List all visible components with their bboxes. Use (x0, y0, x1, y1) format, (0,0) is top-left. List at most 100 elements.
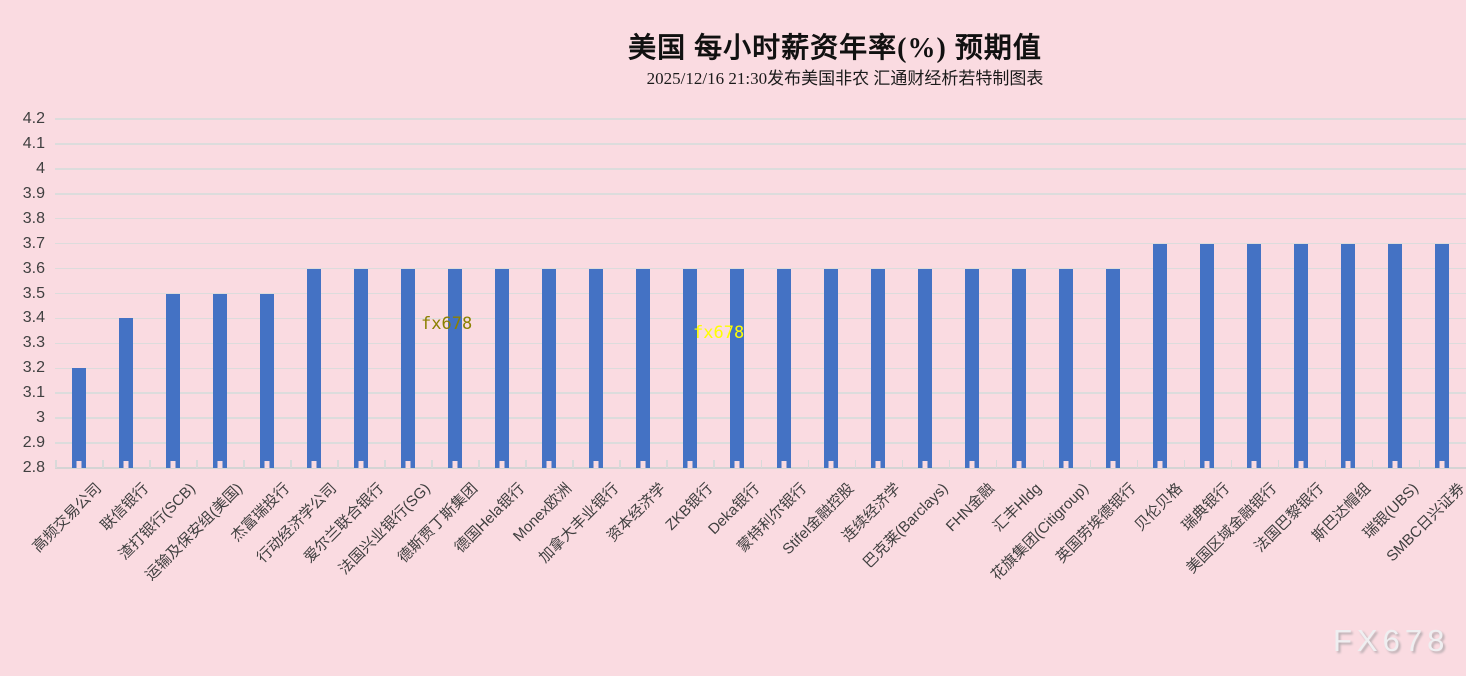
bar-资本经济学 (635, 268, 650, 468)
bar-德斯贾丁斯集团 (447, 268, 462, 468)
bar-英国劳埃德银行 (1106, 268, 1121, 468)
x-axis-tick (948, 460, 951, 468)
x-axis-tick (102, 460, 104, 468)
y-axis-tick-label: 3.3 (22, 334, 45, 352)
bar-法国兴业银行(SG) (400, 268, 415, 468)
gridline-y-2.8 (55, 467, 1466, 469)
gridline-y-3.6 (55, 267, 1466, 270)
y-axis-tick-label: 4 (36, 159, 45, 177)
x-axis-tick (149, 460, 151, 468)
y-axis-tick-label: 3.4 (22, 309, 45, 327)
gridline-y-3.2 (55, 367, 1466, 370)
chart-subtitle: 2025/12/16 21:30发布美国非农 汇通财经析若特制图表 (646, 69, 1044, 88)
y-axis-tick-label: 4.1 (22, 134, 45, 152)
bar-杰富瑞投行 (259, 293, 274, 468)
y-axis-tick-label: 3 (36, 409, 45, 427)
x-axis-tick (1371, 460, 1374, 468)
y-axis-tick-label: 3.7 (22, 234, 45, 252)
bar-高频交易公司 (71, 368, 86, 468)
gridline-y-4 (55, 168, 1466, 170)
x-axis-tick (1089, 460, 1092, 468)
x-axis-tick (1230, 460, 1233, 468)
gridline-y-3.9 (55, 193, 1466, 195)
x-axis-tick (760, 460, 762, 468)
x-axis-tick (807, 460, 810, 468)
bar-蒙特利尔银行 (777, 268, 792, 468)
bar-SMBC日兴证券 (1435, 243, 1450, 468)
bar-运输及保安组(美国) (212, 293, 227, 468)
watermark-fx678-yellow: fx678 (693, 323, 745, 343)
bar-汇丰Hldg (1012, 268, 1027, 468)
y-axis-tick-label: 3.5 (22, 284, 45, 302)
y-axis-tick-label: 2.8 (22, 459, 45, 476)
x-axis-tick (572, 460, 574, 468)
bar-爱尔兰联合银行 (353, 268, 368, 468)
x-axis-tick (619, 460, 621, 468)
gridline-y-3.5 (55, 292, 1466, 295)
y-axis-tick-label: 3.9 (22, 184, 45, 202)
y-axis-tick-label: 2.9 (22, 434, 45, 452)
chart-title: 美国 每小时薪资年率(%) 预期值 (628, 33, 1042, 64)
gridline-y-3.1 (55, 392, 1466, 394)
y-axis-tick-label: 3.8 (22, 209, 45, 227)
x-axis-tick (1042, 460, 1045, 468)
x-axis-tick (713, 460, 715, 468)
bar-Deka银行 (729, 268, 744, 468)
bar-Stifel金融控股 (824, 268, 839, 468)
bar-行动经济学公司 (306, 268, 321, 468)
watermark-fx678-olive: fx678 (421, 314, 473, 334)
bar-FHN金融 (965, 268, 980, 468)
x-axis-tick (337, 460, 339, 468)
x-axis-label-0: 高频交易公司 (28, 480, 105, 556)
x-axis-tick (55, 460, 57, 468)
x-axis-tick (196, 460, 198, 468)
gridline-y-2.9 (55, 442, 1466, 444)
bar-加拿大丰业银行 (588, 268, 603, 468)
gridline-y-3 (55, 417, 1466, 419)
x-axis-label-19: FHN金融 (943, 480, 999, 536)
y-axis-tick-label: 3.6 (22, 259, 45, 277)
bar-贝伦贝格 (1153, 243, 1168, 468)
gridline-y-3.3 (55, 342, 1466, 345)
bar-Monex欧洲 (541, 268, 556, 468)
x-axis-label-23: 贝伦贝格 (1131, 480, 1187, 535)
x-axis-tick (1277, 460, 1280, 468)
bar-瑞典银行 (1200, 243, 1215, 468)
gridline-y-3.8 (55, 217, 1466, 220)
x-axis-tick (384, 460, 386, 468)
bar-ZKB银行 (682, 268, 697, 468)
y-axis-tick-label: 4.2 (22, 110, 45, 127)
bar-斯巴达帽组 (1341, 243, 1356, 468)
x-axis-tick (1418, 460, 1421, 468)
bar-瑞银(UBS) (1388, 243, 1403, 468)
watermark-fx678-corner: FX678 (1333, 623, 1450, 658)
bar-渣打银行(SCB) (165, 293, 180, 468)
x-axis-tick (243, 460, 245, 468)
bar-法国巴黎银行 (1294, 243, 1309, 468)
y-axis-tick-label: 3.1 (22, 384, 45, 402)
bar-连续经济学 (871, 268, 886, 468)
x-axis-tick (478, 460, 480, 468)
x-axis-tick (525, 460, 527, 468)
x-axis-tick (1136, 460, 1139, 468)
x-axis-tick (854, 460, 857, 468)
gridline-y-4.2 (55, 118, 1466, 120)
gridline-y-3.4 (55, 317, 1466, 320)
x-axis-tick (666, 460, 668, 468)
x-axis-tick (431, 460, 433, 468)
x-axis-tick (1183, 460, 1186, 468)
x-axis-tick (1324, 460, 1327, 468)
bar-花旗集团(Citigroup) (1059, 268, 1074, 468)
bar-联信银行 (118, 318, 133, 468)
bar-德国Hela银行 (494, 268, 509, 468)
bar-巴克莱(Barclays) (918, 268, 933, 468)
x-axis-label-18: 巴克莱(Barclays) (859, 480, 952, 572)
x-axis-tick (901, 460, 904, 468)
x-axis-tick (290, 460, 292, 468)
x-axis-tick (995, 460, 998, 468)
gridline-y-3.7 (55, 242, 1466, 245)
gridline-y-4.1 (55, 143, 1466, 145)
y-axis-tick-label: 3.2 (22, 359, 45, 377)
bar-美国区域金融银行 (1247, 243, 1262, 468)
